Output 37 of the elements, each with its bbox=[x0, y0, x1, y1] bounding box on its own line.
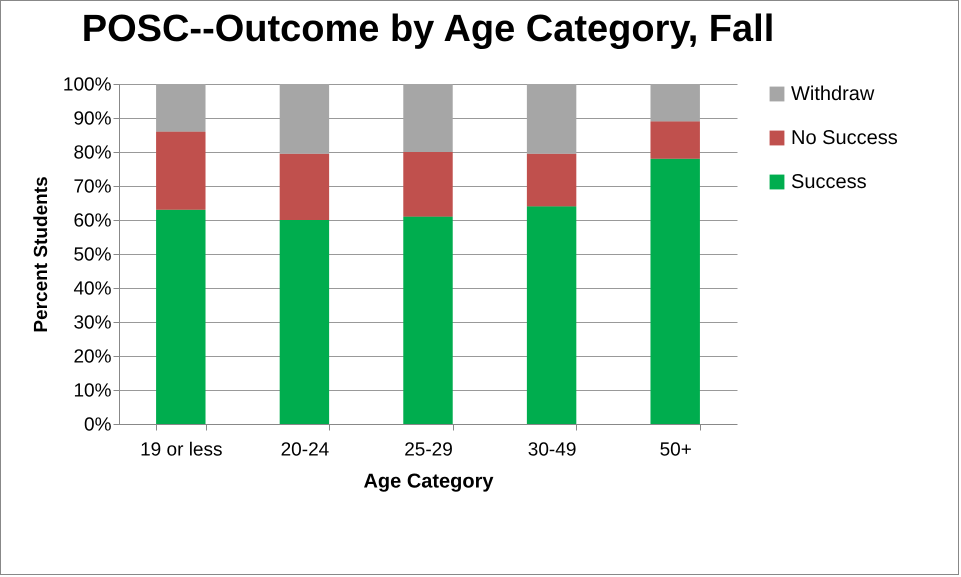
legend-label: Success bbox=[791, 171, 867, 193]
y-tick-label: 10% bbox=[73, 380, 112, 402]
x-tick-label: 20-24 bbox=[280, 440, 330, 460]
y-tick-label: 100% bbox=[62, 74, 112, 96]
bar bbox=[280, 220, 330, 424]
x-tick-label: 19 or less bbox=[140, 440, 222, 460]
x-tick-label: 30-49 bbox=[528, 440, 576, 460]
bar bbox=[526, 206, 576, 424]
y-tick-label: 60% bbox=[73, 210, 112, 232]
y-tick-label: 30% bbox=[73, 312, 112, 334]
y-tick-label: 50% bbox=[73, 244, 112, 266]
y-tick-label: 0% bbox=[84, 414, 112, 436]
legend-label: Withdraw bbox=[791, 83, 875, 105]
chart-title: POSC--Outcome by Age Category, Fall bbox=[82, 8, 774, 50]
bar bbox=[403, 84, 453, 152]
y-tick-label: 40% bbox=[73, 278, 112, 300]
bar bbox=[403, 152, 453, 217]
bar bbox=[156, 84, 206, 132]
bar bbox=[156, 210, 206, 424]
y-tick-label: 80% bbox=[73, 142, 112, 164]
bar bbox=[280, 84, 330, 154]
y-axis-title: Percent Students bbox=[30, 176, 52, 333]
bar bbox=[650, 84, 700, 122]
y-tick-label: 90% bbox=[73, 108, 112, 130]
bar bbox=[650, 158, 700, 424]
bar bbox=[526, 84, 576, 154]
bar bbox=[156, 132, 206, 210]
y-tick-label: 70% bbox=[73, 176, 112, 198]
x-tick-label: 50+ bbox=[660, 440, 692, 460]
bar bbox=[280, 154, 330, 220]
bar bbox=[526, 154, 576, 206]
y-tick-label: 20% bbox=[73, 346, 112, 368]
legend-label: No Success bbox=[791, 127, 898, 149]
bar bbox=[403, 216, 453, 424]
x-tick-label: 25-29 bbox=[404, 440, 453, 460]
x-axis-title: Age Category bbox=[363, 470, 494, 492]
bar bbox=[650, 121, 700, 159]
